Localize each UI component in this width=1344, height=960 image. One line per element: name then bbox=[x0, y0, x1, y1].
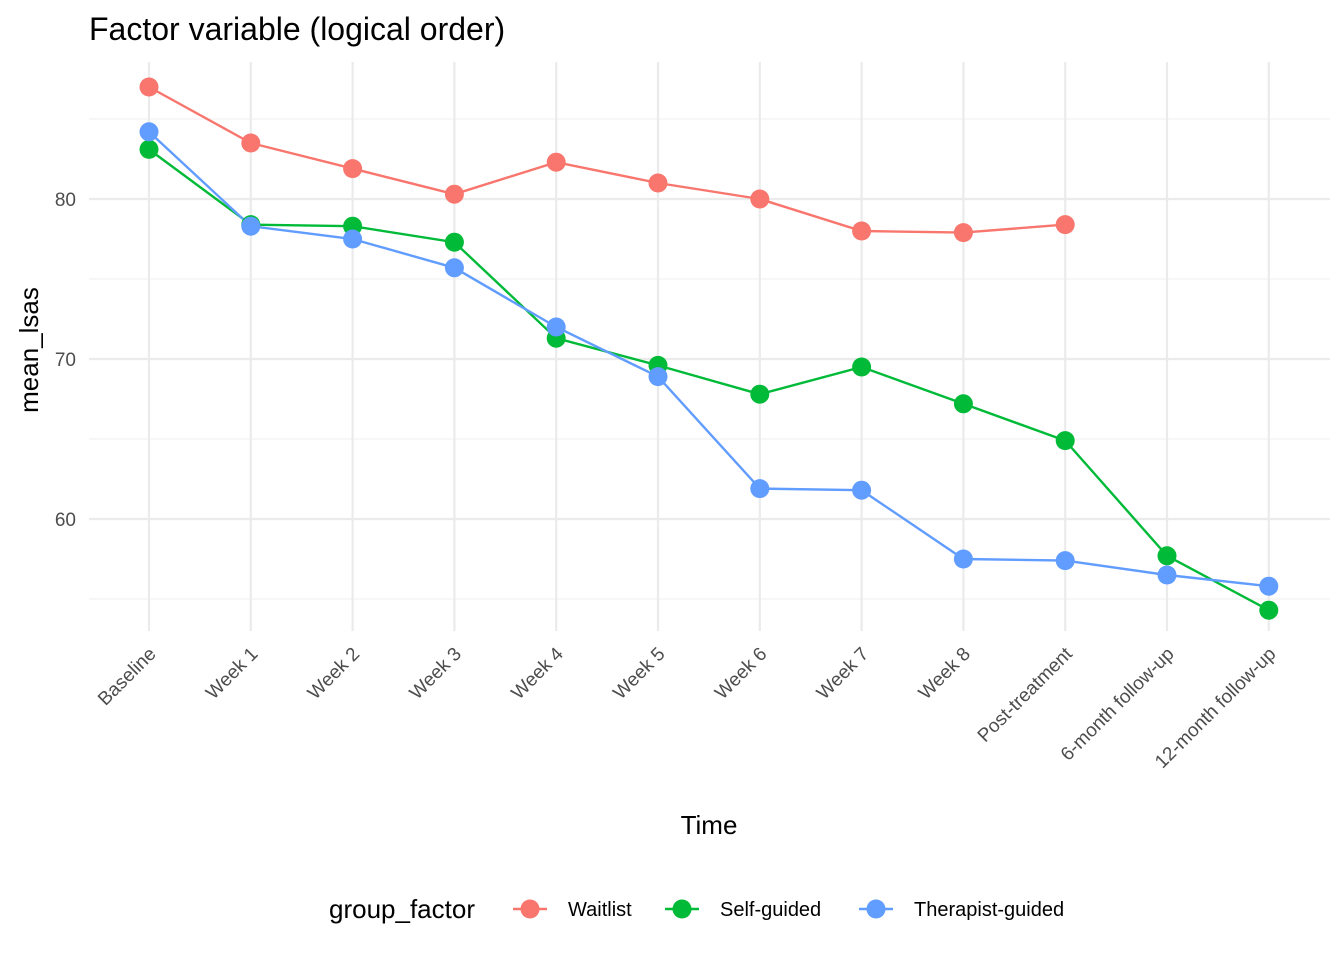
data-point bbox=[852, 221, 872, 241]
legend-key-point bbox=[520, 899, 540, 919]
data-point bbox=[241, 133, 261, 153]
data-point bbox=[953, 394, 973, 414]
x-axis-title: Time bbox=[681, 810, 738, 840]
x-tick-label: Week 8 bbox=[915, 644, 975, 704]
series-line bbox=[148, 148, 1270, 612]
data-point bbox=[343, 159, 363, 179]
data-point bbox=[139, 139, 159, 159]
x-tick-label: Week 5 bbox=[609, 644, 669, 704]
x-tick-label: Week 2 bbox=[304, 644, 364, 704]
x-tick-label: Week 4 bbox=[508, 643, 568, 703]
data-point bbox=[1259, 600, 1279, 620]
x-tick-label: Week 3 bbox=[406, 644, 466, 704]
y-axis-title: mean_lsas bbox=[14, 287, 44, 413]
y-tick-label: 80 bbox=[55, 190, 76, 211]
data-point bbox=[750, 189, 770, 209]
major-gridlines bbox=[89, 62, 1330, 631]
series-lines bbox=[148, 85, 1270, 612]
legend: group_factor Waitlist Self-guided Therapis… bbox=[329, 894, 1064, 924]
legend-label: Self-guided bbox=[720, 899, 821, 921]
data-point bbox=[1055, 431, 1075, 451]
data-point bbox=[444, 184, 464, 204]
x-tick-label: Week 7 bbox=[813, 644, 873, 704]
data-point bbox=[444, 232, 464, 252]
series-line bbox=[148, 130, 1269, 588]
minor-gridlines bbox=[89, 118, 1330, 600]
data-point bbox=[1259, 576, 1279, 596]
series-points bbox=[139, 77, 1279, 620]
data-point bbox=[139, 122, 159, 142]
x-tick-label: Post-treatment bbox=[974, 643, 1077, 746]
legend-key-point bbox=[866, 899, 886, 919]
legend-title: group_factor bbox=[329, 894, 475, 924]
data-point bbox=[546, 317, 566, 337]
series-line bbox=[148, 85, 1066, 234]
data-point bbox=[1055, 215, 1075, 235]
y-tick-label: 70 bbox=[55, 350, 76, 371]
data-point bbox=[648, 367, 668, 387]
x-tick-label: Baseline bbox=[94, 644, 160, 710]
data-point bbox=[1157, 546, 1177, 566]
x-tick-label: Week 6 bbox=[711, 644, 771, 704]
data-point bbox=[546, 152, 566, 172]
data-point bbox=[852, 357, 872, 377]
legend-label: Therapist-guided bbox=[914, 899, 1064, 921]
x-tick-label: 6-month follow-up bbox=[1057, 644, 1179, 766]
data-point bbox=[750, 384, 770, 404]
data-point bbox=[241, 216, 261, 236]
data-point bbox=[953, 549, 973, 569]
x-tick-label: Week 1 bbox=[202, 644, 262, 704]
data-point bbox=[139, 77, 159, 97]
y-tick-label: 60 bbox=[55, 510, 76, 531]
legend-key-point bbox=[672, 899, 692, 919]
data-point bbox=[852, 480, 872, 500]
x-axis-tick-labels: Baseline Week 1 Week 2 Week 3 Week 4 Week 5 We… bbox=[94, 643, 1280, 773]
data-point bbox=[953, 223, 973, 243]
data-point bbox=[750, 479, 770, 499]
data-point bbox=[343, 229, 363, 249]
data-point bbox=[1055, 551, 1075, 571]
data-point bbox=[1157, 565, 1177, 585]
data-point bbox=[444, 258, 464, 278]
chart-title: Factor variable (logical order) bbox=[89, 11, 505, 47]
data-point bbox=[648, 173, 668, 193]
y-axis-tick-labels: 60 70 80 bbox=[55, 190, 76, 531]
legend-label: Waitlist bbox=[568, 899, 632, 921]
